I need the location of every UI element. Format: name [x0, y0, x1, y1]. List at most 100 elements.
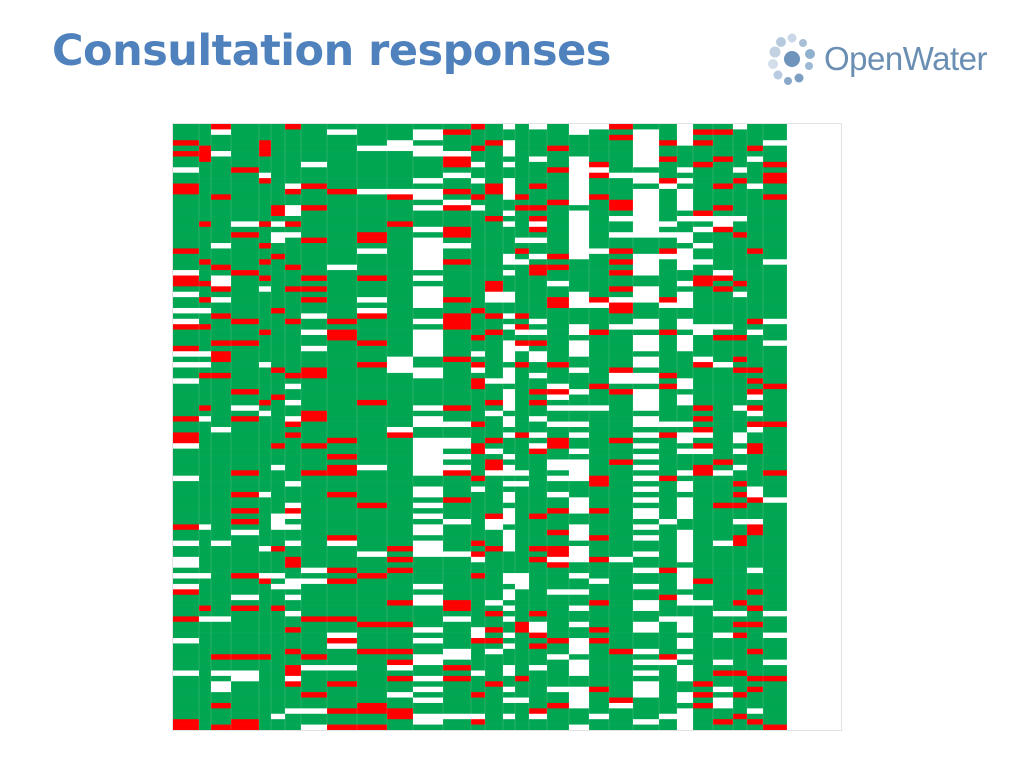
- grid-cell: [285, 394, 301, 401]
- grid-cell: [271, 362, 285, 368]
- grid-cell: [259, 345, 271, 352]
- grid-cell: [231, 248, 259, 255]
- grid-cell: [747, 443, 763, 449]
- grid-cell: [173, 313, 199, 320]
- grid-cell: [609, 270, 633, 276]
- grid-cell: [259, 248, 271, 255]
- grid-cell: [443, 432, 471, 439]
- grid-cell: [413, 427, 443, 433]
- grid-cell: [693, 259, 713, 265]
- grid-cell: [357, 378, 387, 385]
- grid-cell: [713, 448, 733, 455]
- grid-cell: [609, 291, 633, 298]
- grid-cell: [589, 708, 609, 715]
- grid-cell: [659, 643, 677, 650]
- grid-cell: [271, 529, 285, 536]
- grid-cell: [173, 405, 199, 412]
- grid-cell: [199, 194, 211, 201]
- grid-cell: [471, 215, 485, 222]
- grid-cell: [259, 589, 271, 596]
- grid-cell: [259, 491, 271, 498]
- grid-cell: [327, 335, 357, 341]
- grid-cell: [659, 583, 677, 590]
- grid-cell: [485, 243, 503, 249]
- grid-cell: [529, 518, 547, 525]
- grid-cell: [515, 215, 529, 222]
- grid-cell: [387, 464, 413, 471]
- grid-cell: [747, 161, 763, 168]
- grid-cell: [357, 253, 387, 260]
- grid-cell: [589, 405, 609, 412]
- grid-cell: [569, 172, 589, 179]
- grid-cell: [763, 324, 787, 330]
- grid-cell: [285, 226, 301, 233]
- grid-cell: [569, 151, 589, 157]
- grid-cell: [515, 427, 529, 433]
- grid-cell: [357, 654, 387, 660]
- grid-cell: [413, 648, 443, 655]
- grid-cell: [413, 297, 443, 303]
- grid-cell: [211, 535, 231, 541]
- grid-cell: [569, 399, 589, 406]
- grid-cell: [609, 399, 633, 406]
- grid-cell: [747, 199, 763, 206]
- grid-cell: [259, 524, 271, 531]
- grid-cell: [327, 524, 357, 531]
- grid-cell: [443, 681, 471, 688]
- grid-cell: [285, 546, 301, 552]
- grid-cell: [301, 237, 327, 244]
- grid-cell: [589, 259, 609, 265]
- grid-cell: [609, 610, 633, 617]
- grid-cell: [547, 324, 569, 330]
- grid-cell: [633, 188, 659, 195]
- grid-cell: [569, 556, 589, 563]
- grid-cell: [529, 540, 547, 547]
- grid-cell: [357, 513, 387, 520]
- grid-cell: [763, 318, 787, 325]
- grid-cell: [471, 286, 485, 293]
- grid-cell: [677, 253, 693, 260]
- grid-cell: [471, 270, 485, 276]
- grid-cell: [285, 389, 301, 395]
- grid-cell: [285, 502, 301, 509]
- grid-cell: [301, 643, 327, 650]
- grid-cell: [515, 713, 529, 720]
- grid-cell: [609, 654, 633, 660]
- grid-cell: [677, 389, 693, 395]
- grid-cell: [485, 205, 503, 211]
- grid-cell: [413, 394, 443, 401]
- grid-cell: [733, 362, 747, 368]
- grid-cell: [633, 178, 659, 184]
- grid-cell: [301, 454, 327, 460]
- grid-cell: [733, 226, 747, 233]
- grid-cell: [609, 356, 633, 363]
- grid-cell: [609, 362, 633, 368]
- grid-cell: [231, 454, 259, 460]
- grid-cell: [503, 156, 515, 163]
- grid-cell: [327, 551, 357, 558]
- grid-cell: [259, 264, 271, 271]
- grid-cell: [515, 616, 529, 623]
- grid-cell: [733, 567, 747, 574]
- grid-cell: [443, 362, 471, 368]
- grid-cell: [503, 318, 515, 325]
- grid-cell: [569, 621, 589, 628]
- grid-cell: [301, 432, 327, 439]
- grid-cell: [259, 405, 271, 412]
- grid-cell: [271, 567, 285, 574]
- grid-cell: [357, 389, 387, 395]
- grid-cell: [713, 616, 733, 623]
- grid-cell: [259, 134, 271, 141]
- grid-cell: [413, 161, 443, 168]
- grid-cell: [693, 546, 713, 552]
- grid-cell: [387, 335, 413, 341]
- grid-cell: [747, 194, 763, 201]
- grid-cell: [173, 708, 199, 715]
- grid-cell: [327, 243, 357, 249]
- grid-cell: [327, 702, 357, 709]
- grid-cell: [301, 627, 327, 633]
- grid-cell: [357, 156, 387, 163]
- grid-cell: [485, 697, 503, 704]
- grid-cell: [327, 724, 357, 730]
- grid-cell: [231, 589, 259, 596]
